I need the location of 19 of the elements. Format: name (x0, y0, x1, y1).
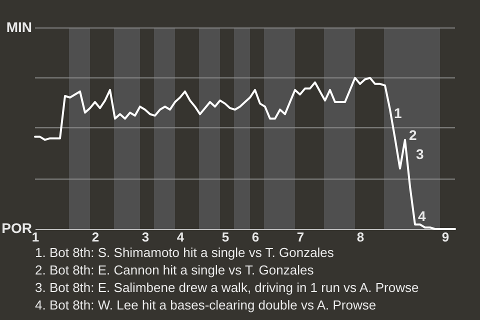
x-tick-label: 3 (142, 230, 150, 244)
annotation: 3 (416, 146, 424, 162)
x-tick-label: 1 (32, 230, 40, 244)
text: 3. Bot 8th: E. Salimbene drew a walk, driving in 1 run vs A. Prowse (35, 280, 419, 295)
annotation: 2 (409, 127, 417, 143)
x-tick-label: 4 (176, 230, 185, 244)
annotation: 4 (418, 208, 426, 224)
text: 2. Bot 8th: E. Cannon hit a single vs T. Gonzales (35, 262, 314, 278)
text: MIN (6, 19, 32, 35)
text: 4. Bot 8th: W. Lee hit a bases-clearing double vs A. Prowse (35, 298, 376, 312)
x-tick-label: 6 (252, 230, 260, 244)
annotation: 1 (394, 105, 402, 121)
x-tick-label: 2 (92, 230, 100, 244)
x-tick-label: 9 (442, 230, 450, 244)
text: POR (2, 220, 32, 236)
x-tick-label: 5 (222, 230, 230, 244)
x-tick-label: 8 (356, 230, 364, 244)
text: 1. Bot 8th: S. Shimamoto hit a single vs T. Gonzales (35, 245, 334, 260)
x-tick-label: 7 (296, 230, 304, 244)
